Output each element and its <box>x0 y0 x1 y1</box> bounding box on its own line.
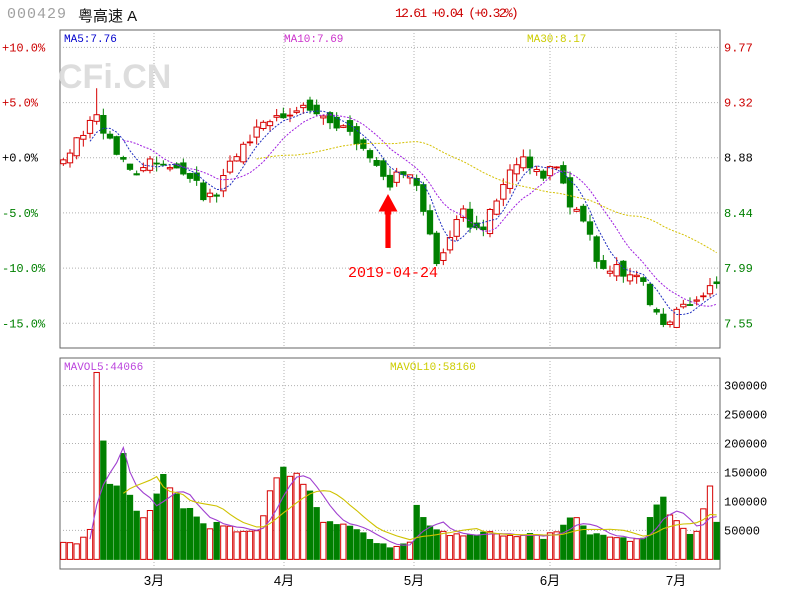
svg-text:50000: 50000 <box>724 524 760 538</box>
svg-text:4月: 4月 <box>274 573 294 588</box>
svg-text:8.44: 8.44 <box>724 207 753 221</box>
svg-text:-5.0%: -5.0% <box>2 207 39 221</box>
svg-text:7.55: 7.55 <box>724 317 753 331</box>
svg-text:7月: 7月 <box>666 573 686 588</box>
svg-text:MA5:7.76: MA5:7.76 <box>64 34 117 46</box>
svg-text:-10.0%: -10.0% <box>2 262 46 276</box>
svg-text:150000: 150000 <box>724 467 767 481</box>
svg-text:MAVOL5:44066: MAVOL5:44066 <box>64 362 143 374</box>
svg-text:3月: 3月 <box>144 573 164 588</box>
svg-text:+0.0%: +0.0% <box>2 152 39 166</box>
svg-text:7.99: 7.99 <box>724 262 753 276</box>
svg-text:9.32: 9.32 <box>724 97 753 111</box>
svg-text:300000: 300000 <box>724 380 767 394</box>
svg-text:100000: 100000 <box>724 495 767 509</box>
svg-text:MA30:8.17: MA30:8.17 <box>527 34 586 46</box>
svg-text:2019-04-24: 2019-04-24 <box>348 265 438 282</box>
svg-text:MA10:7.69: MA10:7.69 <box>284 34 343 46</box>
svg-text:6月: 6月 <box>540 573 560 588</box>
svg-text:200000: 200000 <box>724 438 767 452</box>
svg-text:9.77: 9.77 <box>724 41 753 55</box>
svg-text:5月: 5月 <box>404 573 424 588</box>
svg-text:-15.0%: -15.0% <box>2 317 46 331</box>
svg-text:CFi.CN: CFi.CN <box>58 58 171 96</box>
svg-text:250000: 250000 <box>724 409 767 423</box>
svg-text:8.88: 8.88 <box>724 152 753 166</box>
svg-text:+5.0%: +5.0% <box>2 97 39 111</box>
svg-text:MAVOL10:58160: MAVOL10:58160 <box>390 362 476 374</box>
svg-text:+10.0%: +10.0% <box>2 41 46 55</box>
